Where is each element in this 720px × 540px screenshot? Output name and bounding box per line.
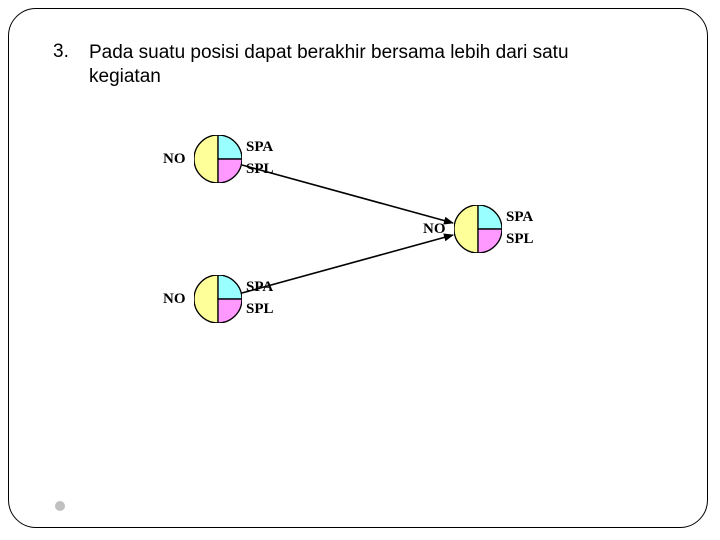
node-2-circle: [194, 275, 242, 323]
node-1-label-left: NO: [163, 151, 186, 168]
node-3: [454, 205, 502, 253]
edge-n1-n3: [242, 165, 453, 223]
node-2-label-left: NO: [163, 291, 186, 308]
node-1: [194, 135, 242, 183]
node-2-label-spl: SPL: [246, 301, 274, 318]
node-1-label-spa: SPA: [246, 139, 273, 156]
slide-frame: 3. Pada suatu posisi dapat berakhir bers…: [8, 8, 708, 528]
node-2: [194, 275, 242, 323]
node-3-label-spl: SPL: [506, 231, 534, 248]
node-3-label-left: NO: [423, 221, 446, 238]
node-1-label-spl: SPL: [246, 161, 274, 178]
statement-text: Pada suatu posisi dapat berakhir bersama…: [89, 41, 569, 89]
activity-diagram: NO SPA SPL NO SPA SPL: [143, 119, 583, 379]
footer-marker-icon: [55, 501, 65, 511]
statement-line-1: Pada suatu posisi dapat berakhir bersama…: [89, 42, 569, 63]
node-2-label-spa: SPA: [246, 279, 273, 296]
statement-line-2: kegiatan: [89, 66, 161, 87]
node-3-circle: [454, 205, 502, 253]
node-1-circle: [194, 135, 242, 183]
edge-n2-n3: [242, 235, 453, 293]
node-3-label-spa: SPA: [506, 209, 533, 226]
list-number: 3.: [53, 41, 69, 63]
